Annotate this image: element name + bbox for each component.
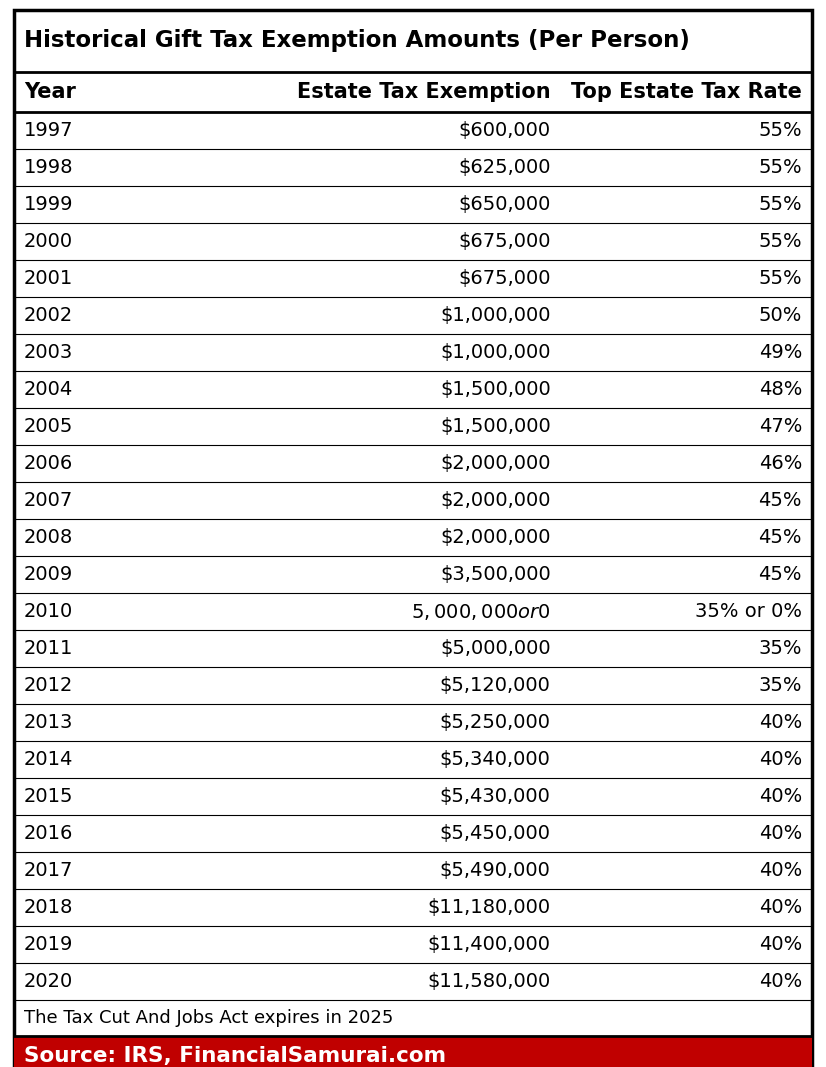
Text: Top Estate Tax Rate: Top Estate Tax Rate — [571, 82, 802, 102]
Text: 47%: 47% — [758, 417, 802, 436]
Text: 2005: 2005 — [24, 417, 74, 436]
Text: $2,000,000: $2,000,000 — [440, 453, 551, 473]
Text: 40%: 40% — [759, 898, 802, 917]
Text: 45%: 45% — [758, 491, 802, 510]
Text: $650,000: $650,000 — [458, 195, 551, 214]
Text: 35%: 35% — [758, 639, 802, 658]
Text: $625,000: $625,000 — [458, 158, 551, 177]
Text: 48%: 48% — [758, 380, 802, 399]
Text: 2020: 2020 — [24, 972, 74, 991]
Text: $5,450,000: $5,450,000 — [439, 824, 551, 843]
Text: 2011: 2011 — [24, 639, 74, 658]
Text: $5,000,000 or $0: $5,000,000 or $0 — [411, 602, 551, 621]
Text: 2015: 2015 — [24, 787, 74, 806]
Text: $5,250,000: $5,250,000 — [439, 713, 551, 732]
Text: $3,500,000: $3,500,000 — [440, 566, 551, 584]
Text: 55%: 55% — [758, 158, 802, 177]
Text: $2,000,000: $2,000,000 — [440, 528, 551, 547]
Text: $11,400,000: $11,400,000 — [428, 935, 551, 954]
Text: $1,500,000: $1,500,000 — [440, 380, 551, 399]
Text: $5,340,000: $5,340,000 — [439, 750, 551, 769]
Text: 2004: 2004 — [24, 380, 74, 399]
Text: $675,000: $675,000 — [458, 269, 551, 288]
Text: 35%: 35% — [758, 676, 802, 695]
Text: 2009: 2009 — [24, 566, 74, 584]
Text: 2012: 2012 — [24, 676, 74, 695]
Text: 40%: 40% — [759, 972, 802, 991]
Text: 2000: 2000 — [24, 232, 74, 251]
Text: 2003: 2003 — [24, 343, 74, 362]
Text: 2006: 2006 — [24, 453, 74, 473]
Text: $2,000,000: $2,000,000 — [440, 491, 551, 510]
Text: $5,430,000: $5,430,000 — [439, 787, 551, 806]
Text: 1998: 1998 — [24, 158, 74, 177]
Text: 45%: 45% — [758, 528, 802, 547]
Text: 40%: 40% — [759, 750, 802, 769]
Text: 46%: 46% — [758, 453, 802, 473]
Text: 2018: 2018 — [24, 898, 74, 917]
Text: 2001: 2001 — [24, 269, 74, 288]
Text: 2014: 2014 — [24, 750, 74, 769]
Text: $1,000,000: $1,000,000 — [440, 306, 551, 325]
Text: $1,000,000: $1,000,000 — [440, 343, 551, 362]
Text: 1999: 1999 — [24, 195, 74, 214]
Text: Source: IRS, FinancialSamurai.com: Source: IRS, FinancialSamurai.com — [24, 1046, 446, 1066]
Text: 2007: 2007 — [24, 491, 74, 510]
Text: 2013: 2013 — [24, 713, 74, 732]
Text: Year: Year — [24, 82, 76, 102]
Text: 40%: 40% — [759, 861, 802, 880]
Text: 50%: 50% — [758, 306, 802, 325]
Text: 49%: 49% — [758, 343, 802, 362]
Text: 40%: 40% — [759, 935, 802, 954]
Text: Historical Gift Tax Exemption Amounts (Per Person): Historical Gift Tax Exemption Amounts (P… — [24, 30, 690, 52]
Bar — [14, 1036, 812, 1067]
Text: 1997: 1997 — [24, 121, 74, 140]
Text: 2008: 2008 — [24, 528, 74, 547]
Text: The Tax Cut And Jobs Act expires in 2025: The Tax Cut And Jobs Act expires in 2025 — [24, 1009, 393, 1028]
Text: $5,120,000: $5,120,000 — [439, 676, 551, 695]
Text: 55%: 55% — [758, 195, 802, 214]
Text: $11,180,000: $11,180,000 — [428, 898, 551, 917]
Text: 2016: 2016 — [24, 824, 74, 843]
Text: $675,000: $675,000 — [458, 232, 551, 251]
Text: 40%: 40% — [759, 713, 802, 732]
Text: $5,490,000: $5,490,000 — [439, 861, 551, 880]
Text: 40%: 40% — [759, 824, 802, 843]
Text: $5,000,000: $5,000,000 — [440, 639, 551, 658]
Text: $600,000: $600,000 — [458, 121, 551, 140]
Text: 45%: 45% — [758, 566, 802, 584]
Text: 55%: 55% — [758, 121, 802, 140]
Text: 55%: 55% — [758, 232, 802, 251]
Text: 2010: 2010 — [24, 602, 74, 621]
Text: 2002: 2002 — [24, 306, 74, 325]
Text: $11,580,000: $11,580,000 — [427, 972, 551, 991]
Text: 2017: 2017 — [24, 861, 74, 880]
Text: 35% or 0%: 35% or 0% — [695, 602, 802, 621]
Text: Estate Tax Exemption: Estate Tax Exemption — [297, 82, 551, 102]
Text: 2019: 2019 — [24, 935, 74, 954]
Text: 55%: 55% — [758, 269, 802, 288]
Text: 40%: 40% — [759, 787, 802, 806]
Text: $1,500,000: $1,500,000 — [440, 417, 551, 436]
